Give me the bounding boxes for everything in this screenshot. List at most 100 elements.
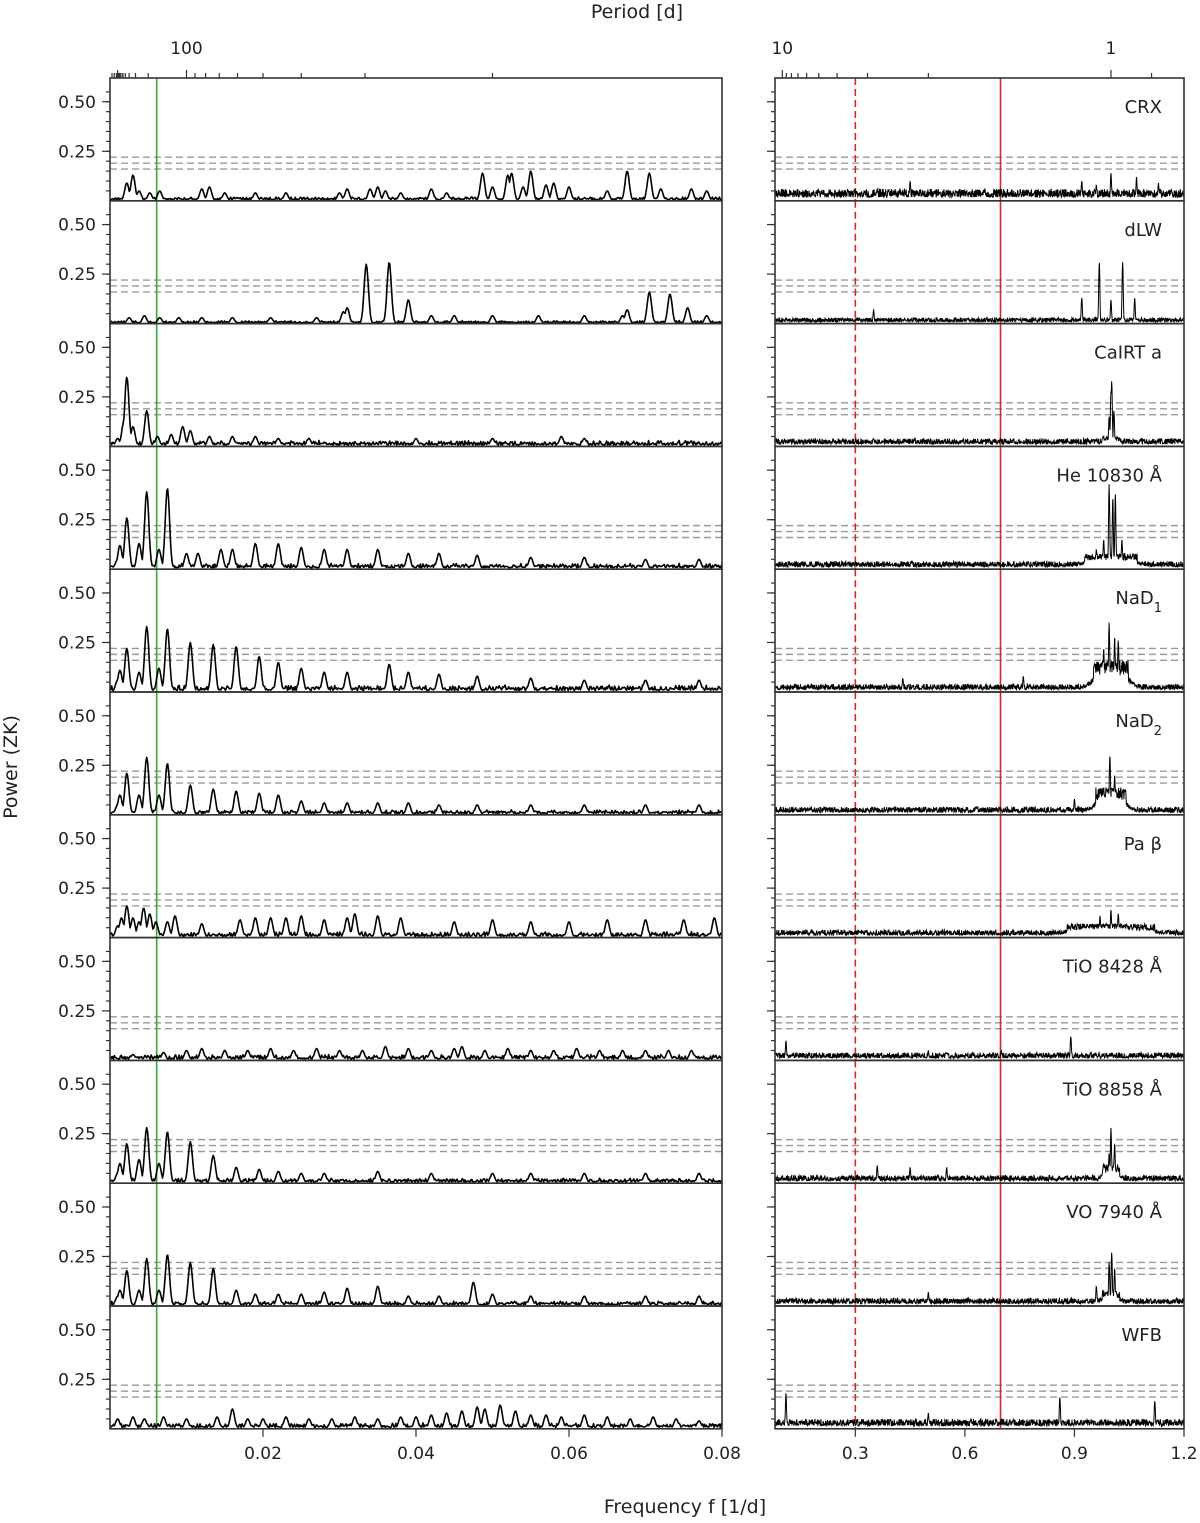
y-tick-label: 0.50 <box>58 952 96 972</box>
y-tick-label: 0.50 <box>58 707 96 727</box>
top-axis-title: Period [d] <box>591 1 683 23</box>
right-subpanel <box>774 568 1185 693</box>
power-trace <box>109 1045 723 1061</box>
y-tick-label: 0.25 <box>58 511 96 531</box>
power-trace <box>774 484 1185 569</box>
power-trace <box>774 756 1185 815</box>
subpanel-frame <box>109 322 723 448</box>
y-tick-label: 0.50 <box>58 830 96 850</box>
left-subpanel <box>109 1059 723 1185</box>
y-tick-label: 0.25 <box>58 388 96 408</box>
power-trace <box>774 381 1185 446</box>
subpanel-frame <box>109 813 723 939</box>
y-tick-label: 0.25 <box>58 633 96 653</box>
panel-label: TiO 8428 Å <box>1062 956 1163 978</box>
power-trace <box>774 622 1185 692</box>
subpanel-frame <box>109 1182 723 1307</box>
right-subpanel <box>774 1182 1185 1307</box>
power-trace <box>109 1254 723 1306</box>
y-tick-label: 0.50 <box>58 1198 96 1218</box>
right-subpanel <box>774 77 1185 202</box>
x-tick-label: 0.06 <box>550 1444 588 1464</box>
y-tick-label: 0.50 <box>58 1321 96 1341</box>
panel-label: VO 7940 Å <box>1066 1201 1162 1223</box>
panel-1: 0.25 0.50 CRX <box>58 77 1185 202</box>
power-trace <box>774 262 1185 324</box>
left-subpanel <box>109 322 723 448</box>
power-trace <box>109 756 723 815</box>
panel-label: NaD1 <box>1115 588 1162 616</box>
power-trace <box>109 1126 723 1184</box>
right-subpanel <box>774 1305 1185 1430</box>
subpanel-frame <box>109 568 723 693</box>
panel-label: dLW <box>1124 220 1162 241</box>
right-subpanel <box>774 445 1185 570</box>
panel-5: 0.25 0.50 NaD1 <box>58 568 1185 693</box>
panel-label: Pa β <box>1124 834 1162 855</box>
power-trace <box>774 173 1185 199</box>
x-tick-label: 0.3 <box>842 1444 869 1464</box>
subpanel-frame <box>109 77 723 202</box>
right-subpanel <box>774 813 1185 939</box>
x-tick-label: 0.6 <box>951 1444 978 1464</box>
top-tick-label: 10 <box>771 39 793 59</box>
power-trace <box>774 909 1185 937</box>
power-trace <box>109 376 723 447</box>
x-tick-label: 0.08 <box>703 1444 741 1464</box>
power-trace <box>109 625 723 692</box>
panel-10: 0.25 0.50 VO 7940 Å <box>58 1182 1185 1307</box>
panel-label: CRX <box>1125 97 1162 118</box>
power-trace <box>109 1404 723 1429</box>
panel-label: He 10830 Å <box>1056 464 1162 486</box>
right-subpanel <box>774 691 1185 816</box>
y-axis-title: Power (ZK) <box>0 715 22 819</box>
left-subpanel <box>109 1182 723 1307</box>
left-subpanel <box>109 936 723 1062</box>
panel-label-subscript: 2 <box>1154 724 1162 739</box>
panel-3: 0.25 0.50 CaIRT a <box>58 322 1185 448</box>
left-subpanel <box>109 691 723 816</box>
y-tick-label: 0.50 <box>58 461 96 481</box>
y-tick-label: 0.25 <box>58 879 96 899</box>
power-trace <box>109 170 723 201</box>
subpanel-frame <box>774 77 1185 202</box>
subpanel-frame <box>109 1305 723 1430</box>
y-tick-label: 0.25 <box>58 756 96 776</box>
left-subpanel <box>109 445 723 570</box>
panel-label: TiO 8858 Å <box>1062 1078 1163 1100</box>
x-tick-label: 1.2 <box>1170 1444 1197 1464</box>
power-trace <box>109 905 723 938</box>
panel-4: 0.25 0.50 He 10830 Å <box>58 445 1185 570</box>
subpanel-frame <box>109 936 723 1062</box>
top-tick-label: 100 <box>170 39 202 59</box>
subpanel-frame <box>109 1059 723 1185</box>
left-subpanel <box>109 77 723 202</box>
y-tick-label: 0.25 <box>58 1125 96 1145</box>
subpanel-frame <box>109 445 723 570</box>
y-tick-label: 0.25 <box>58 1370 96 1390</box>
left-subpanel <box>109 568 723 693</box>
power-trace <box>109 262 723 324</box>
y-tick-label: 0.50 <box>58 584 96 604</box>
y-tick-label: 0.50 <box>58 216 96 236</box>
panel-9: 0.25 0.50 TiO 8858 Å <box>58 1059 1185 1185</box>
power-trace <box>109 488 723 569</box>
right-subpanel <box>774 936 1185 1062</box>
y-tick-label: 0.25 <box>58 142 96 162</box>
left-subpanel <box>109 200 723 325</box>
right-subpanel <box>774 200 1185 325</box>
panel-8: 0.25 0.50 TiO 8428 Å <box>58 936 1185 1062</box>
panel-7: 0.25 0.50 Pa β <box>58 813 1185 939</box>
subpanel-frame <box>109 200 723 325</box>
left-subpanel <box>109 813 723 939</box>
y-tick-label: 0.50 <box>58 93 96 113</box>
y-tick-label: 0.50 <box>58 1075 96 1095</box>
power-trace <box>774 1252 1185 1306</box>
subpanel-frame <box>774 1305 1185 1430</box>
x-axis-title: Frequency f [1/d] <box>604 1496 766 1518</box>
power-trace <box>774 1127 1185 1183</box>
panel-label: NaD2 <box>1115 711 1162 739</box>
top-tick-label: 1 <box>1106 39 1117 59</box>
